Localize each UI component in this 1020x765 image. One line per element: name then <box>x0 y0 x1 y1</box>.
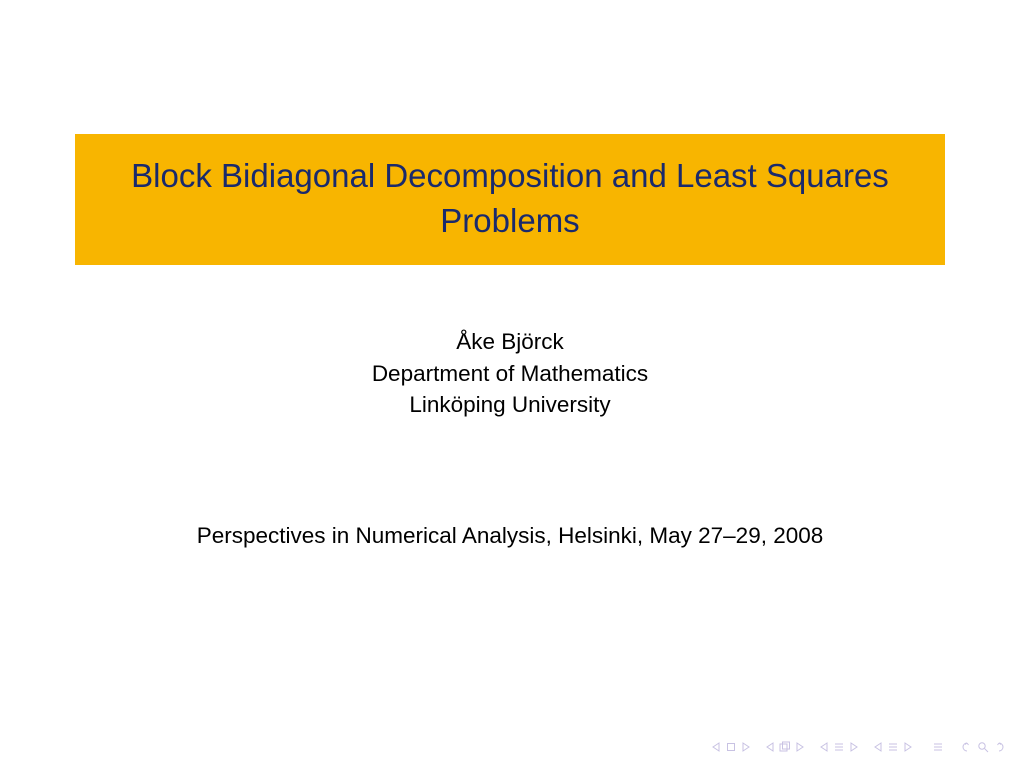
nav-group-subsection <box>818 741 860 753</box>
author-department: Department of Mathematics <box>0 358 1020 390</box>
slide-title: Block Bidiagonal Decomposition and Least… <box>85 154 935 243</box>
triangle-left-icon[interactable] <box>764 741 776 753</box>
triangle-left-icon[interactable] <box>818 741 830 753</box>
current-slide-icon[interactable] <box>932 741 944 753</box>
slide: Block Bidiagonal Decomposition and Least… <box>0 0 1020 765</box>
triangle-right-icon[interactable] <box>794 741 806 753</box>
nav-group-first <box>710 741 752 753</box>
nav-group-actions <box>962 741 1004 753</box>
square-icon[interactable] <box>725 741 737 753</box>
lines-icon[interactable] <box>833 741 845 753</box>
nav-group-section <box>764 741 806 753</box>
search-icon[interactable] <box>977 741 989 753</box>
triangle-left-icon[interactable] <box>710 741 722 753</box>
author-university: Linköping University <box>0 389 1020 421</box>
author-name: Åke Björck <box>0 326 1020 358</box>
triangle-right-icon[interactable] <box>902 741 914 753</box>
triangle-right-icon[interactable] <box>848 741 860 753</box>
title-block: Block Bidiagonal Decomposition and Least… <box>75 134 945 265</box>
nav-group-slide <box>872 741 914 753</box>
triangle-left-icon[interactable] <box>872 741 884 753</box>
triangle-right-icon[interactable] <box>740 741 752 753</box>
redo-icon[interactable] <box>992 741 1004 753</box>
author-block: Åke Björck Department of Mathematics Lin… <box>0 326 1020 421</box>
event-block: Perspectives in Numerical Analysis, Hels… <box>0 520 1020 552</box>
lines-icon[interactable] <box>887 741 899 753</box>
beamer-nav-bar <box>710 741 1004 753</box>
frames-icon[interactable] <box>779 741 791 753</box>
undo-icon[interactable] <box>962 741 974 753</box>
event-text: Perspectives in Numerical Analysis, Hels… <box>80 520 940 552</box>
